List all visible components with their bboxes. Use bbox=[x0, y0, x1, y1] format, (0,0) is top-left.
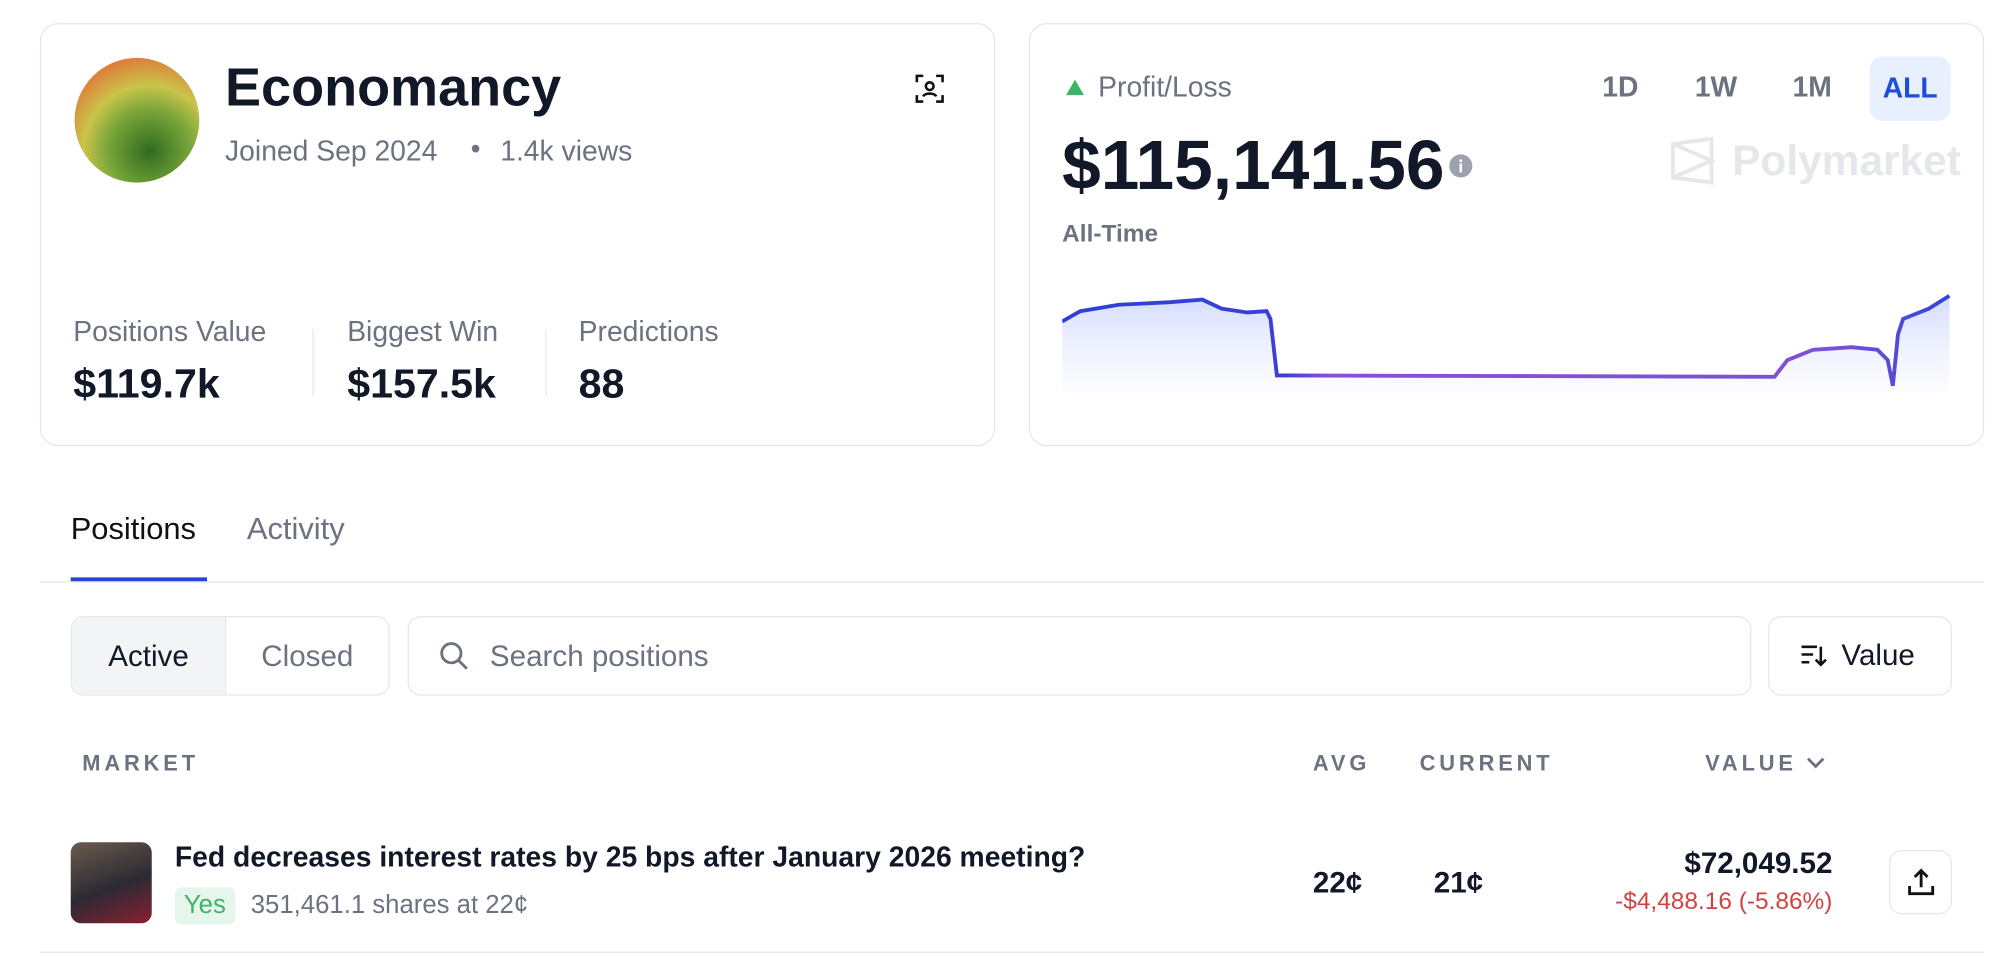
filter-active[interactable]: Active bbox=[72, 617, 227, 695]
position-change: -$4,488.16 (-5.86%) bbox=[1615, 888, 1833, 916]
tab-active[interactable]: Positions bbox=[70, 511, 196, 547]
range-button[interactable]: 1M bbox=[1792, 70, 1832, 103]
chevron-down bbox=[1806, 757, 1825, 769]
search-placeholder: Search positions bbox=[489, 639, 709, 673]
column-header[interactable]: VALUE bbox=[1705, 750, 1797, 776]
stat-value: $157.5k bbox=[347, 360, 496, 407]
scan-icon[interactable] bbox=[913, 72, 946, 105]
brand-name: Polymarket bbox=[1732, 136, 1961, 184]
avg-price: 22¢ bbox=[1312, 865, 1363, 899]
tab-underline bbox=[70, 577, 208, 583]
stat-value: 88 bbox=[578, 360, 625, 407]
share-button[interactable] bbox=[1888, 849, 1952, 915]
pnl-value: $115,141.56 bbox=[1062, 127, 1445, 205]
filter-group bbox=[70, 615, 390, 696]
brand-logo bbox=[1671, 136, 1716, 185]
stat-label: Positions Value bbox=[73, 315, 267, 348]
divider bbox=[545, 329, 547, 397]
separator: • bbox=[470, 132, 481, 165]
joined: Joined Sep 2024 bbox=[225, 135, 438, 168]
tab-divider bbox=[39, 581, 1985, 583]
sort-icon bbox=[1801, 645, 1827, 667]
range-button[interactable]: 1D bbox=[1602, 70, 1639, 103]
sort-label: Value bbox=[1841, 637, 1915, 672]
stat-value: $119.7k bbox=[73, 360, 220, 407]
avatar bbox=[74, 57, 200, 183]
outcome-badge: Yes bbox=[174, 887, 235, 925]
stat-label: Predictions bbox=[578, 315, 719, 348]
tab[interactable]: Activity bbox=[246, 511, 345, 547]
username: Economancy bbox=[225, 56, 562, 118]
column-header: MARKET bbox=[82, 750, 199, 776]
search-icon bbox=[440, 642, 468, 670]
views: 1.4k views bbox=[500, 135, 633, 168]
column-header: AVG bbox=[1312, 750, 1371, 776]
range-button[interactable]: 1W bbox=[1694, 70, 1738, 103]
range-button-active[interactable]: ALL bbox=[1869, 56, 1951, 121]
period-label: All-Time bbox=[1062, 221, 1159, 249]
shares: 351,461.1 shares at 22¢ bbox=[250, 891, 529, 920]
profile-card bbox=[39, 23, 996, 447]
stat-label: Biggest Win bbox=[347, 315, 499, 348]
column-header: CURRENT bbox=[1419, 750, 1554, 776]
current-price: 21¢ bbox=[1433, 865, 1484, 899]
market-thumbnail bbox=[70, 842, 152, 924]
row-divider bbox=[39, 951, 1985, 953]
divider bbox=[312, 329, 314, 397]
up-triangle bbox=[1066, 79, 1085, 96]
pnl-sparkline bbox=[1062, 294, 1951, 393]
filter-button[interactable]: Closed bbox=[261, 639, 354, 673]
sort-button[interactable] bbox=[1768, 615, 1952, 696]
pnl-card bbox=[1028, 23, 1985, 447]
position-value: $72,049.52 bbox=[1684, 846, 1833, 880]
info-icon[interactable] bbox=[1448, 153, 1474, 179]
market-title[interactable]: Fed decreases interest rates by 25 bps a… bbox=[174, 840, 1086, 874]
search-box[interactable] bbox=[407, 615, 1752, 696]
pnl-label: Profit/Loss bbox=[1098, 70, 1232, 103]
share-icon bbox=[1908, 868, 1935, 896]
